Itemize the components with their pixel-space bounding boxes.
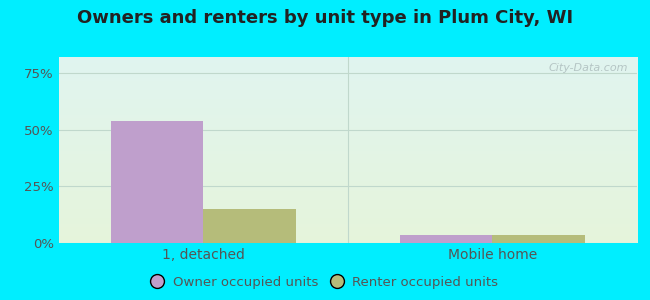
Legend: Owner occupied units, Renter occupied units: Owner occupied units, Renter occupied un… [148,272,502,293]
Bar [400,235,493,243]
Bar [111,121,203,243]
Bar [203,209,296,243]
Text: City-Data.com: City-Data.com [549,63,629,73]
Text: Owners and renters by unit type in Plum City, WI: Owners and renters by unit type in Plum … [77,9,573,27]
Bar [493,235,585,243]
